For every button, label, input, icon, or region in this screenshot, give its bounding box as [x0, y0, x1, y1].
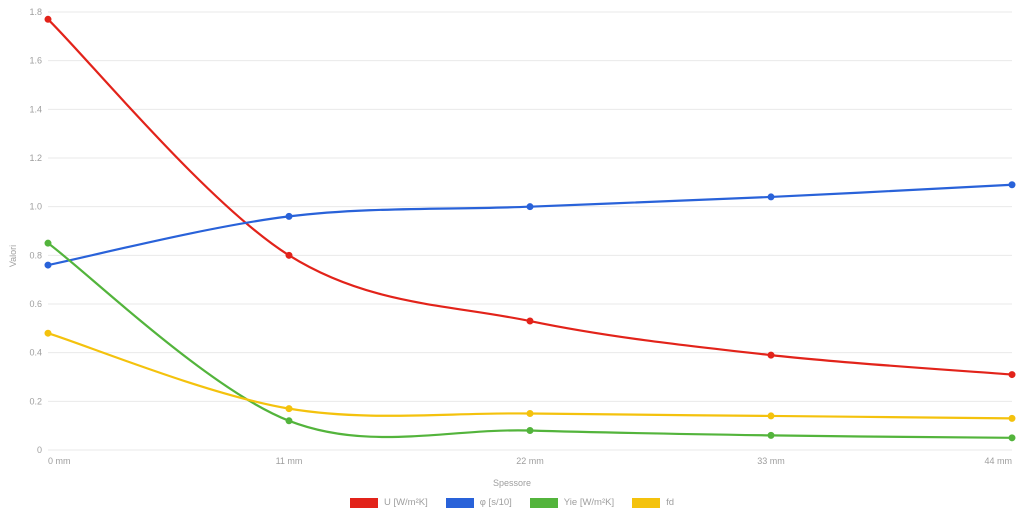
legend-swatch — [446, 498, 474, 508]
series-marker — [1009, 372, 1015, 378]
y-tick-label: 0 — [37, 445, 42, 455]
series-marker — [527, 428, 533, 434]
x-tick-label: 33 mm — [757, 456, 785, 466]
series-marker — [527, 204, 533, 210]
series-marker — [286, 418, 292, 424]
series-marker — [768, 432, 774, 438]
series-marker — [768, 413, 774, 419]
series-line — [48, 185, 1012, 265]
y-axis-title: Valori — [8, 245, 18, 267]
y-tick-label: 1.2 — [29, 153, 42, 163]
x-axis-title: Spessore — [0, 478, 1024, 488]
series-marker — [768, 194, 774, 200]
series-line — [48, 243, 1012, 438]
y-tick-label: 1.0 — [29, 202, 42, 212]
series-marker — [768, 352, 774, 358]
series-marker — [286, 406, 292, 412]
y-tick-label: 1.4 — [29, 104, 42, 114]
series-marker — [45, 330, 51, 336]
y-tick-label: 1.6 — [29, 56, 42, 66]
legend-item: φ [s/10] — [446, 497, 512, 508]
legend-label: Yie [W/m²K] — [564, 497, 614, 508]
y-tick-label: 0.6 — [29, 299, 42, 309]
legend: U [W/m²K] φ [s/10] Yie [W/m²K] fd — [0, 497, 1024, 508]
legend-label: φ [s/10] — [480, 497, 512, 508]
legend-item: U [W/m²K] — [350, 497, 428, 508]
legend-swatch — [632, 498, 660, 508]
line-chart: 0 0.2 0.4 0.6 0.8 1.0 1.2 1.4 1.6 1.8 0 mm 11 mm 22 … — [0, 0, 1024, 512]
chart-canvas: 0 0.2 0.4 0.6 0.8 1.0 1.2 1.4 1.6 1.8 0 mm 11 mm 22 … — [0, 0, 1024, 512]
legend-swatch — [350, 498, 378, 508]
series-marker — [1009, 182, 1015, 188]
series-marker — [45, 16, 51, 22]
y-tick-label: 0.4 — [29, 348, 42, 358]
series-marker — [1009, 415, 1015, 421]
series-marker — [45, 262, 51, 268]
x-tick-label: 22 mm — [516, 456, 544, 466]
series-marker — [286, 213, 292, 219]
series-marker — [1009, 435, 1015, 441]
y-tick-label: 0.2 — [29, 396, 42, 406]
x-tick-label: 44 mm — [984, 456, 1012, 466]
series-marker — [45, 240, 51, 246]
x-tick-label: 11 mm — [276, 456, 303, 466]
series-marker — [286, 252, 292, 258]
legend-item: Yie [W/m²K] — [530, 497, 614, 508]
y-tick-label: 1.8 — [29, 7, 42, 17]
series-marker — [527, 318, 533, 324]
legend-label: U [W/m²K] — [384, 497, 428, 508]
series-marker — [527, 411, 533, 417]
legend-swatch — [530, 498, 558, 508]
series-line — [48, 333, 1012, 418]
y-tick-label: 0.8 — [29, 250, 42, 260]
legend-item: fd — [632, 497, 674, 508]
x-tick-label: 0 mm — [48, 456, 71, 466]
legend-label: fd — [666, 497, 674, 508]
